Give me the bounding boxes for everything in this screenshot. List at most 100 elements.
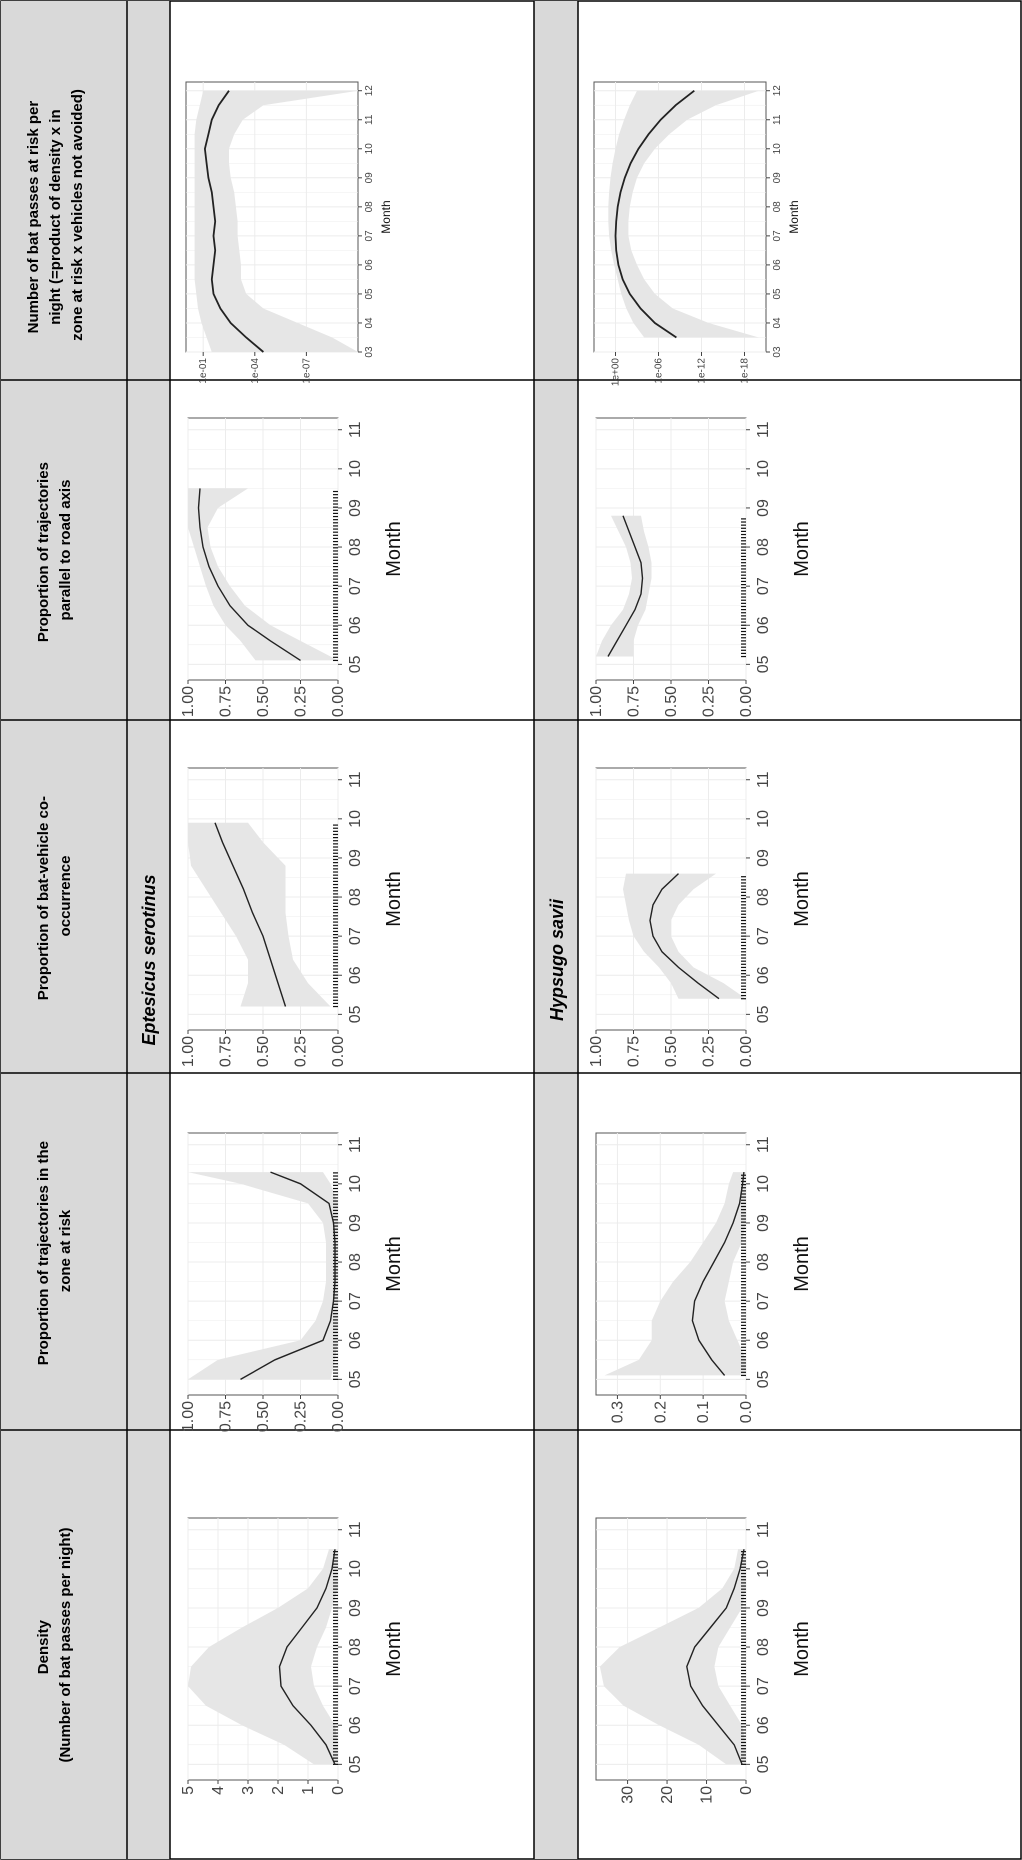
x-tick-label: 11 [772,114,783,125]
chart-hypsugo-zone: 05 06 07 08 09 10 11 Month 0.0 0.1 0.2 0.3 [595,1132,813,1423]
x-tick-label: 06 [347,616,364,634]
x-tick-label: 11 [755,771,772,788]
x-tick-label: 09 [755,1599,772,1617]
x-tick-label: 07 [347,1292,364,1310]
y-tick-label: 0 [330,1786,347,1795]
rotated-content: Density (Number of bat passes per night)… [25,81,813,1804]
x-tick-label: 06 [755,966,772,984]
chart-hypsugo-risk: 03 04 05 06 07 08 09 10 11 12 Month 1e+00 1e-06 1e-12… [593,81,801,387]
x-tick-label: 08 [755,538,772,556]
y-tick-label: 3 [240,1786,257,1795]
x-tick-label: 10 [347,1560,364,1578]
confidence-band [604,1172,746,1376]
x-tick-label: 05 [755,1755,772,1773]
series-line [691,1172,745,1376]
confidence-band [599,1549,746,1765]
y-tick-label: 30 [620,1786,637,1804]
y-tick-label: 0.75 [626,686,643,717]
x-axis-label: Month [383,1236,405,1292]
x-tick-label: 06 [755,616,772,634]
x-axis-label: Month [383,521,405,577]
series-line [214,822,287,1007]
y-tick-label: 20 [659,1786,676,1804]
x-tick-label: 09 [364,172,375,184]
y-tick-label: 0.50 [255,1401,272,1432]
y-tick-label: 4 [210,1786,227,1795]
y-tick-label: 5 [180,1786,197,1795]
confidence-band [188,1172,338,1380]
y-tick-label: 0.75 [626,1036,643,1067]
series-line [203,90,264,353]
header-risk: Number of bat passes at risk per night (… [25,89,86,341]
y-tick-label: 0.00 [330,1401,347,1432]
y-tick-label: 1.00 [180,1401,197,1432]
x-tick-label: 08 [364,201,375,213]
x-tick-label: 07 [364,230,375,242]
y-tick-label: 1.00 [180,1036,197,1067]
x-tick-label: 10 [347,810,364,828]
x-tick-label: 04 [772,317,783,329]
y-tick-label: 0.50 [255,1036,272,1067]
x-tick-label: 07 [755,927,772,945]
x-tick-label: 10 [347,460,364,478]
y-tick-label: 1e-12 [697,358,708,384]
x-tick-label: 05 [772,288,783,300]
x-tick-label: 08 [347,1638,364,1656]
series-line [649,873,720,1000]
x-tick-label: 08 [772,201,783,213]
x-tick-label: 10 [755,810,772,828]
y-tick-label: 1e-18 [740,358,751,384]
y-tick-label: 0.75 [218,1036,235,1067]
y-tick-label: 0.50 [255,686,272,717]
y-tick-label: 0.50 [663,1036,680,1067]
x-tick-label: 07 [347,1677,364,1695]
species-label-hypsugo: Hypsugo savii [547,898,567,1021]
y-tick-label: 1.00 [588,1036,605,1067]
y-tick-label: 0.75 [218,1401,235,1432]
x-tick-label: 11 [755,1136,772,1153]
x-tick-label: 07 [755,577,772,595]
y-tick-label: 1e+00 [611,358,622,387]
y-tick-label: 0.2 [652,1401,669,1423]
x-tick-label: 10 [772,143,783,155]
x-tick-label: 09 [755,1214,772,1232]
confidence-band [596,515,652,657]
header-zone: Proportion of trajectories in the zone a… [35,1137,74,1365]
x-tick-label: 08 [755,1638,772,1656]
y-tick-label: 0.00 [330,686,347,717]
chart-eptesicus-density: 05 06 07 08 09 10 11 Month 0 1 2 3 4 5 [180,1517,405,1795]
y-tick-label: 0.25 [293,686,310,717]
y-tick-label: 0.25 [701,686,718,717]
x-axis-label: Month [787,200,801,233]
x-tick-label: 03 [364,346,375,358]
series-line [240,1171,336,1381]
y-tick-label: 2 [270,1786,287,1795]
x-tick-label: 04 [364,317,375,329]
x-tick-label: 06 [755,1331,772,1349]
table-row-lines [1,379,1021,1431]
y-tick-label: 1e-04 [250,358,261,384]
x-tick-label: 06 [347,1331,364,1349]
x-tick-label: 08 [755,888,772,906]
x-tick-label: 10 [364,143,375,155]
y-tick-label: 0.00 [738,1036,755,1067]
confidence-band [194,90,358,352]
x-tick-label: 09 [347,1214,364,1232]
x-axis-label: Month [791,871,813,927]
chart-eptesicus-cooccurrence: 05 06 07 08 09 10 11 Month 0.00 0.25 0.50 0.75 1.00 [180,767,405,1067]
series-line [607,515,644,657]
y-tick-label: 0.25 [701,1036,718,1067]
series-line [278,1549,336,1765]
x-tick-label: 11 [347,1521,364,1538]
x-tick-label: 06 [347,966,364,984]
x-tick-label: 05 [364,288,375,300]
x-tick-label: 06 [772,259,783,271]
x-axis-label: Month [791,521,813,577]
x-tick-label: 07 [347,577,364,595]
x-tick-label: 08 [347,1253,364,1271]
x-tick-label: 10 [347,1175,364,1193]
x-tick-label: 03 [772,346,783,358]
x-tick-label: 10 [755,460,772,478]
chart-hypsugo-density: 05 06 07 08 09 10 11 Month 0 10 20 30 [595,1517,813,1804]
